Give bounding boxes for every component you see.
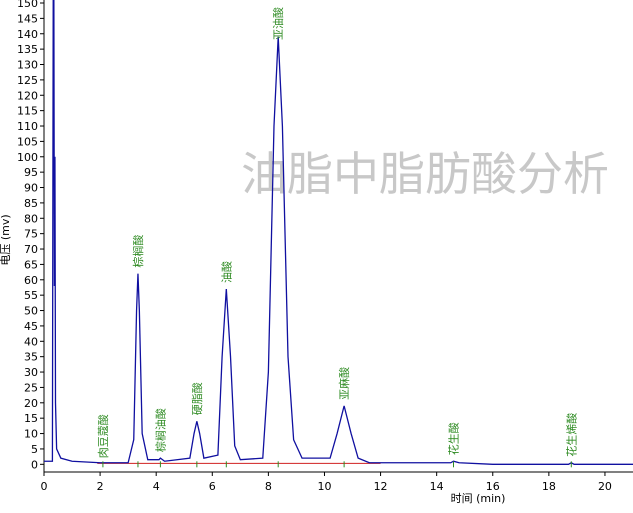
y-tick-label: 30	[24, 366, 38, 379]
y-tick-label: 45	[24, 320, 38, 333]
peak-label: 花生烯酸	[564, 413, 578, 457]
y-tick-label: 140	[17, 28, 38, 41]
y-tick-label: 100	[17, 151, 38, 164]
peak-label: 花生酸	[446, 422, 460, 455]
x-tick-label: 12	[374, 480, 388, 493]
y-tick-label: 95	[24, 166, 38, 179]
y-tick-label: 25	[24, 381, 38, 394]
peak-label: 亚油酸	[271, 7, 285, 40]
peak-label: 硬脂酸	[190, 382, 204, 415]
watermark: 油脂中脂肪酸分析	[241, 147, 609, 201]
y-tick-label: 65	[24, 258, 38, 271]
y-tick-label: 145	[17, 12, 38, 25]
y-tick-label: 115	[17, 105, 38, 118]
y-tick-label: 130	[17, 59, 38, 72]
chromatogram-line	[44, 0, 633, 465]
plot-area	[44, 0, 633, 465]
y-tick-label: 0	[31, 458, 38, 471]
y-tick-label: 5	[31, 443, 38, 456]
peak-label: 肉豆蔻酸	[96, 414, 110, 458]
y-tick-label: 15	[24, 412, 38, 425]
peak-label: 油酸	[219, 261, 233, 283]
y-tick-label: 80	[24, 212, 38, 225]
x-tick-label: 18	[542, 480, 556, 493]
x-tick-label: 2	[97, 480, 104, 493]
y-tick-label: 55	[24, 289, 38, 302]
y-tick-label: 20	[24, 397, 38, 410]
x-axis-label: 时间 (min)	[451, 492, 506, 505]
y-tick-label: 35	[24, 351, 38, 364]
y-tick-label: 150	[17, 0, 38, 10]
y-tick-label: 120	[17, 89, 38, 102]
y-tick-label: 70	[24, 243, 38, 256]
y-tick-label: 125	[17, 74, 38, 87]
y-tick-label: 110	[17, 120, 38, 133]
peak-label: 棕榈酸	[131, 235, 145, 268]
y-tick-label: 90	[24, 182, 38, 195]
y-tick-label: 135	[17, 43, 38, 56]
y-tick-label: 60	[24, 274, 38, 287]
x-tick-label: 14	[430, 480, 444, 493]
y-axis-label: 电压 (mv)	[0, 214, 12, 265]
y-tick-label: 85	[24, 197, 38, 210]
x-tick-label: 10	[317, 480, 331, 493]
x-tick-label: 16	[486, 480, 500, 493]
y-tick-label: 10	[24, 428, 38, 441]
peak-label: 亚麻酸	[337, 367, 351, 400]
y-tick-label: 105	[17, 135, 38, 148]
y-tick-label: 40	[24, 335, 38, 348]
x-tick-label: 4	[153, 480, 160, 493]
x-tick-label: 8	[265, 480, 272, 493]
x-tick-label: 6	[209, 480, 216, 493]
x-tick-label: 20	[598, 480, 612, 493]
y-tick-label: 75	[24, 228, 38, 241]
peak-label: 棕榈油酸	[153, 408, 167, 452]
x-tick-label: 0	[41, 480, 48, 493]
y-tick-label: 50	[24, 305, 38, 318]
